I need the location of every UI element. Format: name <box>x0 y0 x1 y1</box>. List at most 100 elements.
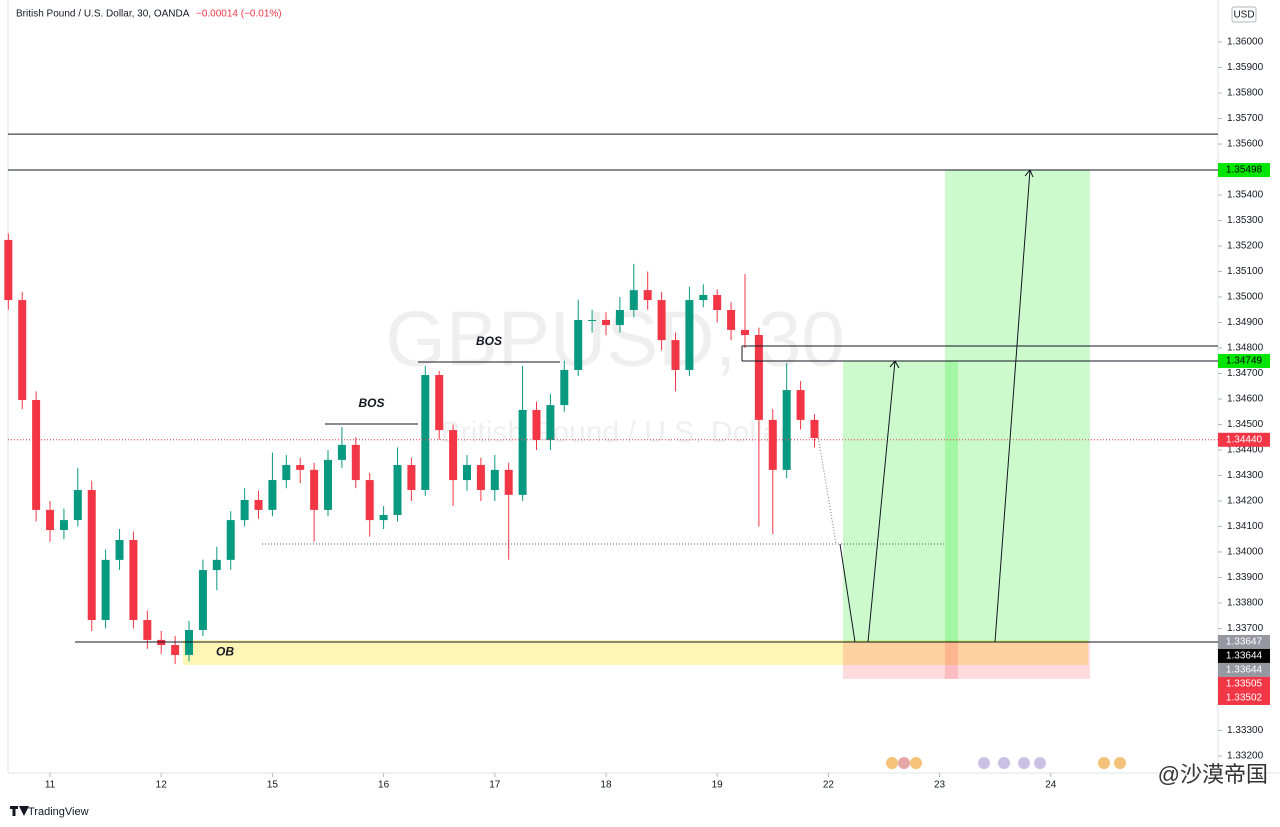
candle-body <box>463 465 472 481</box>
brand: TradingView <box>28 806 89 818</box>
event-icon <box>1098 757 1110 769</box>
stop-zone <box>843 641 958 679</box>
currency[interactable]: USD <box>1233 10 1254 21</box>
candle-body <box>740 329 749 336</box>
price-badge <box>1218 634 1270 649</box>
candle-body <box>101 559 110 621</box>
y-tick-label: 1.36000 <box>1227 37 1264 48</box>
candle-body <box>324 459 333 510</box>
price-badge-label: 1.35498 <box>1226 165 1263 176</box>
candle-body <box>393 465 402 515</box>
candle-body <box>546 405 555 441</box>
y-tick-label: 1.34900 <box>1227 317 1264 328</box>
candle-body <box>574 319 583 370</box>
y-tick-label: 1.35700 <box>1227 113 1264 124</box>
candle-body <box>407 465 416 491</box>
event-icon <box>910 757 922 769</box>
y-tick-label: 1.35600 <box>1227 139 1264 150</box>
ob-label: OB <box>216 645 234 659</box>
event-icon <box>998 757 1010 769</box>
event-icon <box>1018 757 1030 769</box>
candle-body <box>615 310 624 326</box>
watermark-subtitle: British Pound / U.S. Dollar <box>441 416 789 449</box>
x-tick-label: 19 <box>712 780 724 791</box>
x-tick-label: 15 <box>267 780 279 791</box>
price-badge-label: 1.33647 <box>1226 637 1263 648</box>
candle-body <box>226 520 235 560</box>
credit: @沙漠帝国 <box>1158 762 1268 787</box>
candle-body <box>296 465 305 470</box>
y-tick-label: 1.34200 <box>1227 496 1264 507</box>
event-icons <box>886 757 1126 769</box>
bos-label: BOS <box>476 334 502 348</box>
y-tick-label: 1.34600 <box>1227 394 1264 405</box>
price-badge <box>1218 690 1270 705</box>
price-badge-label: 1.33644 <box>1226 651 1263 662</box>
price-badge <box>1218 648 1270 663</box>
price-badge-label: 1.33505 <box>1226 679 1263 690</box>
y-tick-label: 1.33800 <box>1227 598 1264 609</box>
candle-body <box>351 444 360 481</box>
candle-body <box>629 290 638 311</box>
currency-box[interactable] <box>1231 6 1257 23</box>
annotations-over: BOS BOS <box>8 133 1218 643</box>
candle-body <box>421 375 430 491</box>
watermark: GBPUSD, 30 <box>385 295 845 383</box>
price-badge-label: 1.34440 <box>1226 434 1263 445</box>
y-tick-label: 1.35100 <box>1227 266 1264 277</box>
candle-body <box>490 469 499 491</box>
price-badge <box>1218 676 1270 691</box>
target-zone <box>945 170 1090 642</box>
projection <box>839 360 900 643</box>
candle-body <box>685 300 694 370</box>
x-tick-label: 18 <box>600 780 612 791</box>
candle-body <box>198 570 207 630</box>
y-tick-label: 1.35900 <box>1227 62 1264 73</box>
candle-body <box>185 629 194 655</box>
y-tick-label: 1.34100 <box>1227 521 1264 532</box>
stop-zone <box>945 641 1090 679</box>
brand-logo <box>10 806 29 816</box>
price-badge <box>1218 432 1270 447</box>
candle-body <box>435 375 444 431</box>
candle-body <box>46 509 55 531</box>
bos-label: BOS <box>358 396 384 410</box>
candle-body <box>157 639 166 646</box>
candle-body <box>310 469 319 510</box>
candle-body <box>337 444 346 460</box>
candle-body <box>32 400 41 510</box>
candle-body <box>588 319 597 321</box>
y-tick-label: 1.34500 <box>1227 419 1264 430</box>
candle-body <box>254 499 263 510</box>
y-tick-label: 1.33300 <box>1227 725 1264 736</box>
candle-body <box>518 409 527 495</box>
candle-body <box>657 300 666 341</box>
y-tick-label: 1.34700 <box>1227 368 1264 379</box>
event-icon <box>898 757 910 769</box>
candle-body <box>4 239 13 301</box>
price-badge-label: 1.33644 <box>1226 665 1263 676</box>
candle-body <box>212 559 221 571</box>
ob-zone <box>183 639 1088 665</box>
annotations-under: OB <box>183 170 1090 679</box>
price-badge <box>1218 662 1270 677</box>
candle-body <box>379 514 388 521</box>
y-tick-label: 1.35000 <box>1227 292 1264 303</box>
candle-body <box>73 490 82 521</box>
candle-body <box>240 499 249 521</box>
candle-body <box>115 539 124 560</box>
candle-body <box>476 465 485 491</box>
candle-body <box>532 409 541 441</box>
candle-body <box>671 340 680 370</box>
candle-body <box>560 369 569 406</box>
y-tick-label: 1.34400 <box>1227 445 1264 456</box>
price-badge <box>1218 163 1270 178</box>
y-tick-label: 1.34000 <box>1227 547 1264 558</box>
x-tick-label: 24 <box>1045 780 1057 791</box>
candle-body <box>796 390 805 420</box>
candle-body <box>782 390 791 470</box>
symbol-title: British Pound / U.S. Dollar, 30, OANDA <box>16 9 190 20</box>
